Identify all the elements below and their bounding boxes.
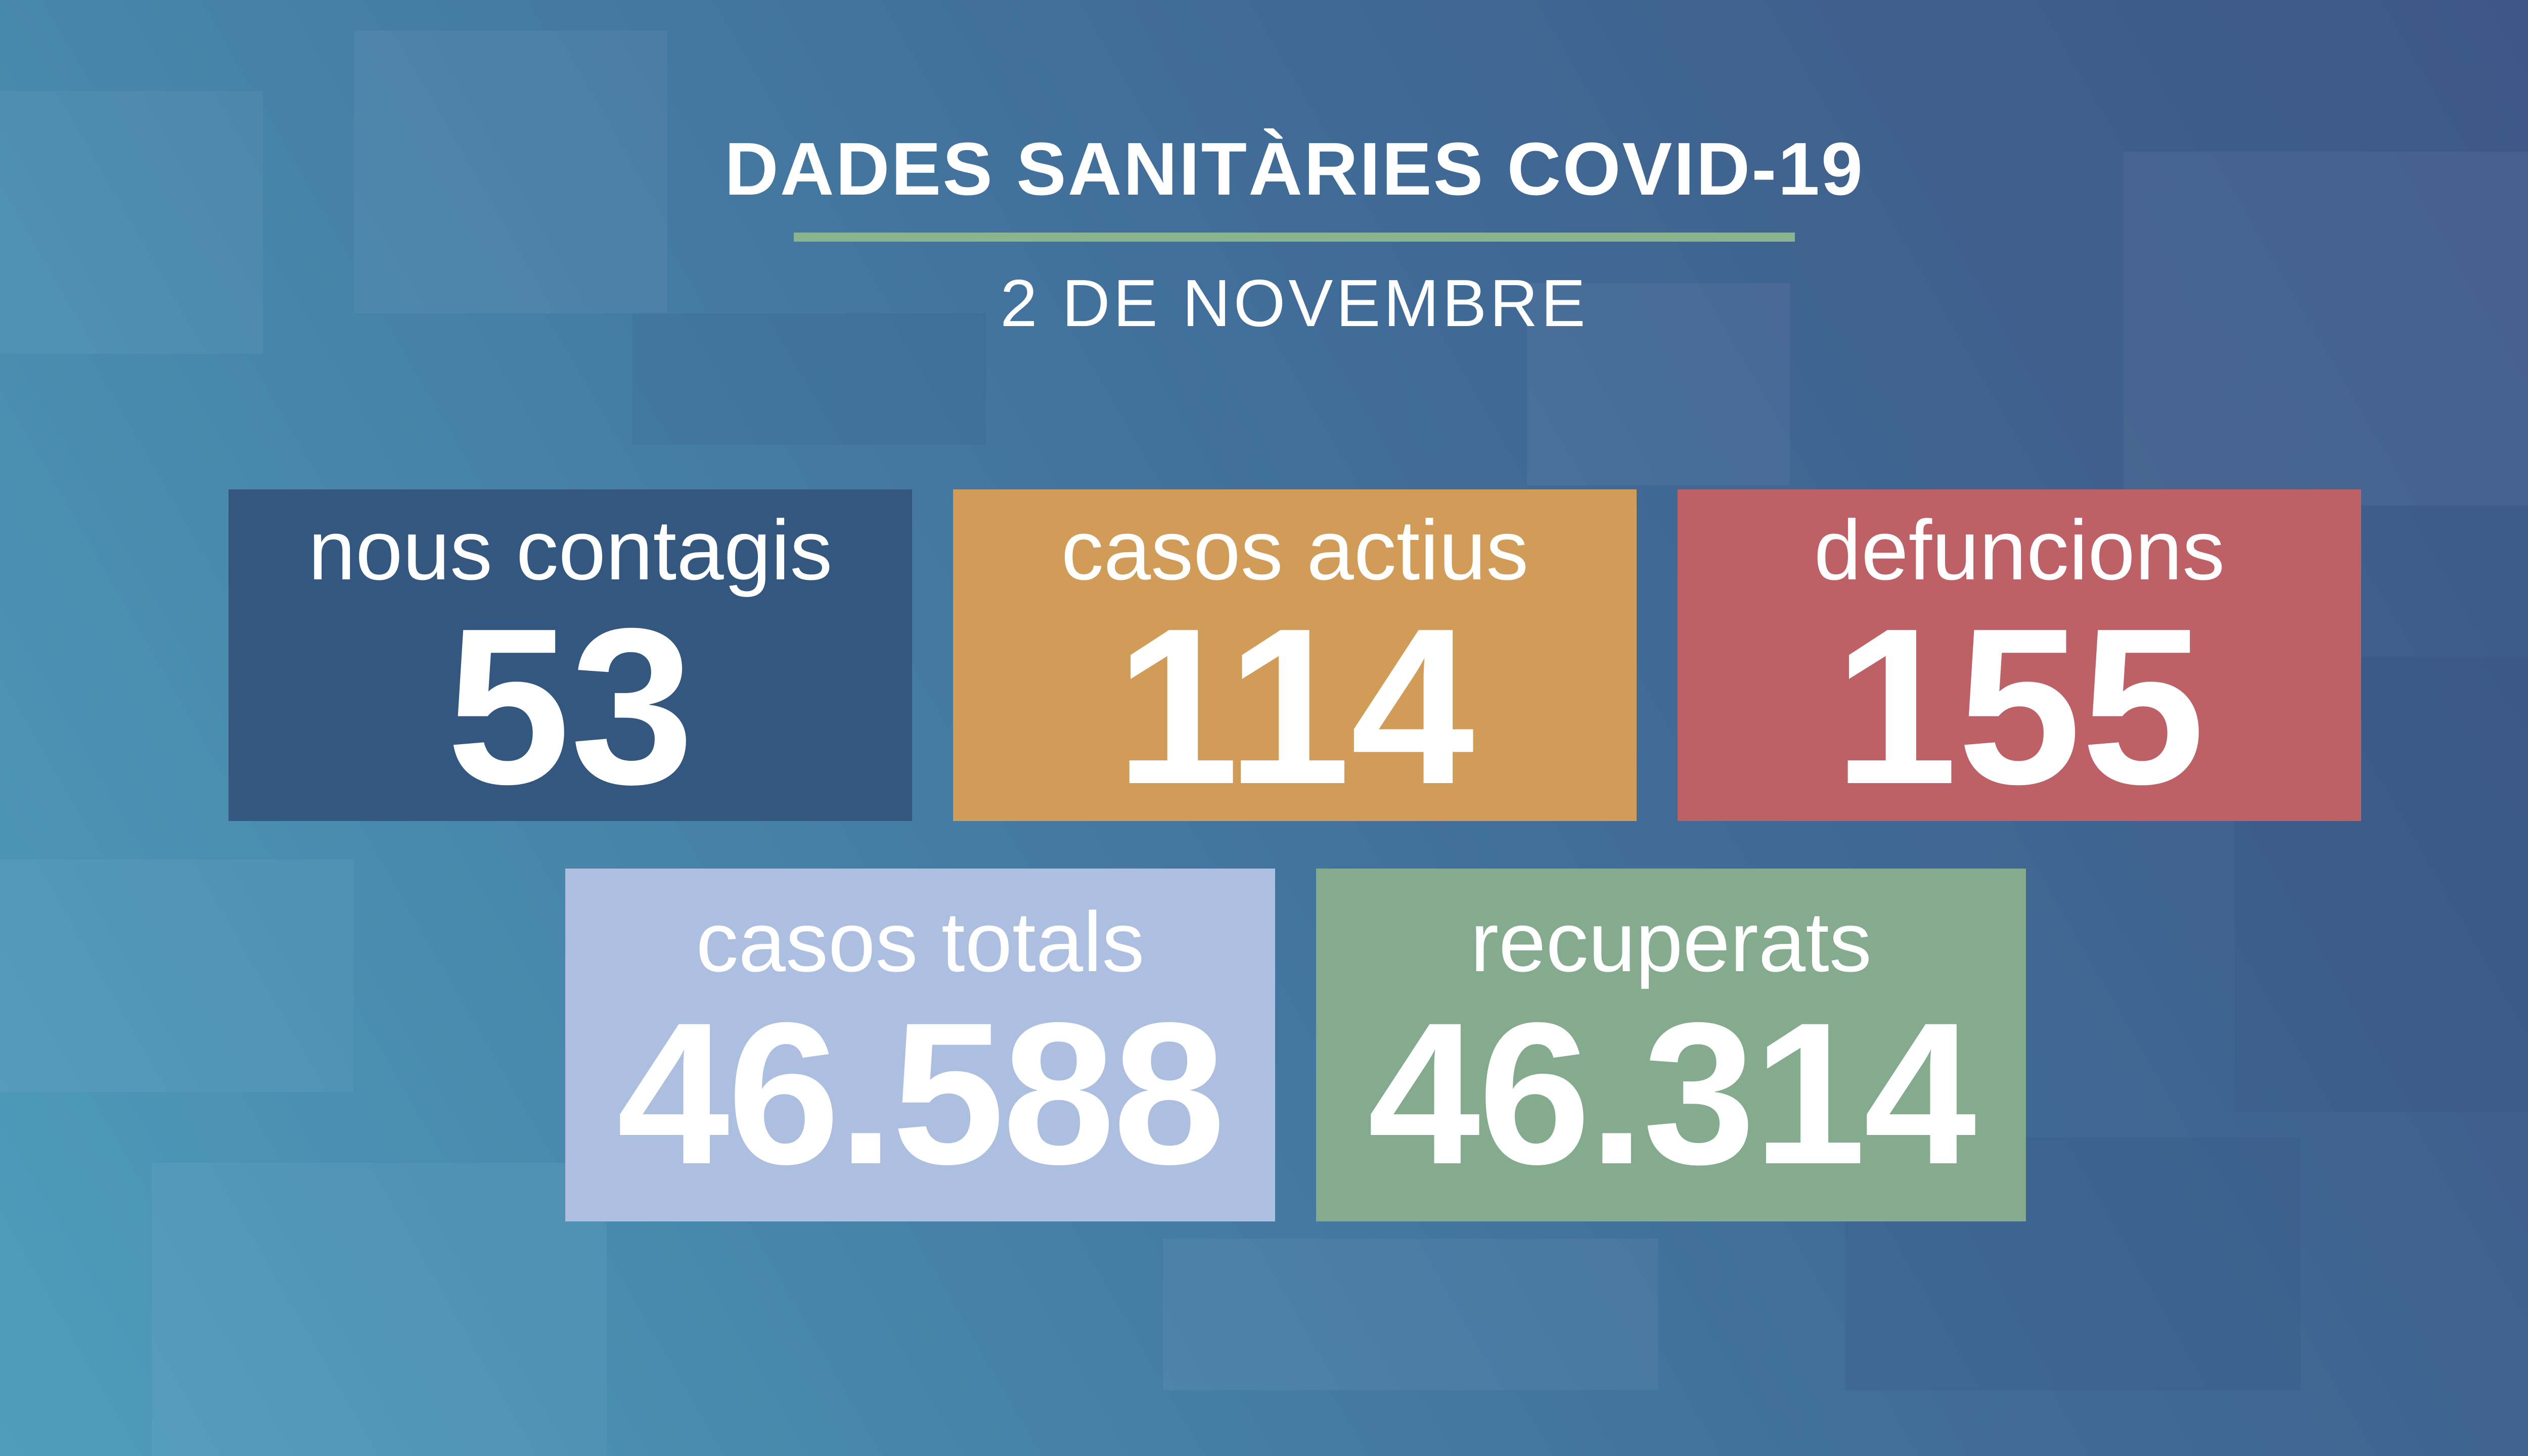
stat-card-nous-contagis: nous contagis 53 xyxy=(229,489,912,821)
title-underline xyxy=(794,233,1795,242)
stat-card-casos-actius: casos actius 114 xyxy=(953,489,1637,821)
background-square xyxy=(152,1163,607,1456)
stat-label: recuperats xyxy=(1470,894,1872,989)
background-square xyxy=(0,91,263,354)
background-square xyxy=(2124,152,2528,506)
stat-card-casos-totals: casos totals 46.588 xyxy=(565,869,1275,1221)
stat-label: defuncions xyxy=(1814,503,2225,598)
stat-label: casos totals xyxy=(696,894,1145,989)
stat-label: casos actius xyxy=(1061,503,1529,598)
report-date: 2 DE NOVEMBRE xyxy=(1000,266,1589,340)
background-square xyxy=(1163,1239,1658,1390)
stat-value: 114 xyxy=(1115,582,1474,831)
stat-value: 46.588 xyxy=(617,980,1225,1206)
stat-value: 155 xyxy=(1833,582,2205,831)
background-square xyxy=(1527,283,1790,485)
background-square xyxy=(0,859,354,1092)
stat-card-recuperats: recuperats 46.314 xyxy=(1316,869,2026,1221)
stat-value: 46.314 xyxy=(1368,980,1976,1206)
page-title: DADES SANITÀRIES COVID-19 xyxy=(724,127,1865,211)
stat-value: 53 xyxy=(446,582,694,831)
stat-label: nous contagis xyxy=(308,503,833,598)
background-square xyxy=(632,313,986,445)
background-square xyxy=(354,30,667,313)
stat-card-defuncions: defuncions 155 xyxy=(1678,489,2361,821)
